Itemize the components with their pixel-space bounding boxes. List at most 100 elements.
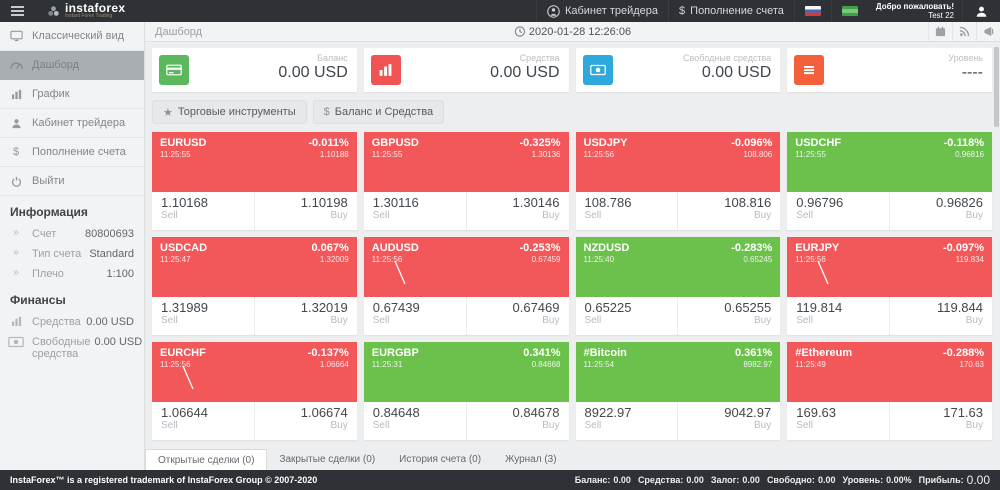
sell-button[interactable]: 0.65225 Sell (576, 297, 679, 335)
sidebar-finance-header: Финансы (10, 293, 66, 307)
tile-usdcad[interactable]: USDCAD 11:25:47 0.067% 1.32009 1.31989 S… (152, 237, 357, 335)
sell-button[interactable]: 169.63 Sell (787, 402, 891, 440)
rss-button[interactable] (952, 22, 976, 41)
sidebar-item-logout[interactable]: Выйти (0, 167, 144, 196)
sell-button[interactable]: 0.96796 Sell (787, 192, 891, 230)
tile-eurchf[interactable]: EURCHF 11:25:56 -0.137% 1.06664 1.06644 … (152, 342, 357, 440)
tile-change: -0.097% (943, 242, 984, 254)
sidebar-item-chart[interactable]: График (0, 80, 144, 109)
tile-time: 11:25:56 (583, 150, 615, 159)
brand-logo[interactable]: instaforex Instant Forex Trading (47, 2, 125, 19)
tab-account-history[interactable]: История счета (0) (387, 449, 493, 470)
tile-bitcoin[interactable]: #Bitcoin 11:25:54 0.361% 8982.97 8922.97… (575, 342, 781, 440)
tile-time: 11:25:55 (795, 150, 826, 159)
buy-button[interactable]: 0.65255 Buy (678, 297, 780, 335)
sell-button[interactable]: 119.814 Sell (787, 297, 891, 335)
sell-button[interactable]: 8922.97 Sell (576, 402, 679, 440)
tile-gbpusd[interactable]: GBPUSD 11:25:55 -0.325% 1.30136 1.30116 … (363, 132, 569, 230)
instaforex-logo-icon (47, 5, 60, 18)
footer-stat-value: 0.00 (742, 475, 760, 485)
tile-eurusd[interactable]: EURUSD 11:25:55 -0.011% 1.10188 1.10168 … (152, 132, 357, 230)
balance-funds-button[interactable]: $ Баланс и Средства (312, 100, 445, 124)
green-flag-icon (841, 6, 858, 16)
menu-toggle-button[interactable] (0, 0, 35, 22)
sidebar-item-trader-cabinet[interactable]: Кабинет трейдера (0, 109, 144, 138)
desktop-icon (9, 30, 23, 42)
scrollbar-thumb[interactable] (994, 47, 999, 127)
footer-stat-value: 0.00 (817, 475, 836, 485)
buy-button[interactable]: 0.67469 Buy (467, 297, 569, 335)
buy-button[interactable]: 1.06674 Buy (255, 402, 357, 440)
tile-price: 108.806 (743, 150, 773, 159)
deposit-button[interactable]: $ Пополнение счета (668, 0, 794, 22)
sell-label: Sell (584, 420, 602, 431)
buy-button[interactable]: 1.10198 Buy (255, 192, 357, 230)
tile-audusd[interactable]: AUDUSD 11:25:56 -0.253% 0.67459 0.67439 … (363, 237, 569, 335)
sell-button[interactable]: 1.30116 Sell (364, 192, 467, 230)
card-label: Баланс (317, 53, 348, 63)
sell-label: Sell (372, 420, 390, 431)
footer-stat: Баланс: 0.00 (575, 475, 631, 485)
sell-button[interactable]: 108.786 Sell (576, 192, 679, 230)
tile-eurjpy[interactable]: EURJPY 11:25:56 -0.097% 119.834 119.814 … (787, 237, 992, 335)
tile-nzdusd[interactable]: NZDUSD 11:25:40 -0.283% 0.65245 0.65225 … (575, 237, 781, 335)
sell-price: 8922.97 (584, 405, 632, 420)
user-avatar-icon[interactable] (962, 0, 1000, 22)
language-flag-russia[interactable] (793, 0, 831, 22)
calendar-button[interactable] (928, 22, 952, 41)
announcement-button[interactable] (976, 22, 1000, 41)
trading-instruments-button[interactable]: ★ Торговые инструменты (152, 100, 307, 124)
sidebar-item-classic-view[interactable]: Классический вид (0, 22, 144, 51)
tile-time: 11:25:40 (583, 255, 615, 264)
topbar: instaforex Instant Forex Trading Кабинет… (0, 0, 1000, 22)
tab-open-trades[interactable]: Открытые сделки (0) (145, 449, 268, 470)
sidebar-item-deposit[interactable]: $ Пополнение счета (0, 138, 144, 167)
buy-button[interactable]: 0.84678 Buy (467, 402, 569, 440)
tile-eurgbp[interactable]: EURGBP 11:25:31 0.341% 0.84668 0.84648 S… (363, 342, 569, 440)
buy-button[interactable]: 171.63 Buy (890, 402, 992, 440)
sidebar-item-dashboard[interactable]: Дашборд (0, 51, 144, 80)
user-circle-icon (547, 4, 560, 18)
info-row: Средства 0.00 USD (0, 312, 144, 332)
sidebar-item-label: Выйти (32, 175, 65, 187)
green-flag-button[interactable] (830, 0, 868, 22)
toolbar: ★ Торговые инструменты $ Баланс и Средст… (152, 100, 992, 124)
sidebar-info-header: Информация (10, 205, 88, 219)
buy-button[interactable]: 0.96826 Buy (890, 192, 992, 230)
tile-usdjpy[interactable]: USDJPY 11:25:56 -0.096% 108.806 108.786 … (575, 132, 781, 230)
card-value: ---- (961, 64, 983, 81)
welcome-username: Test 22 (928, 11, 954, 20)
buy-button[interactable]: 108.816 Buy (678, 192, 780, 230)
sell-button[interactable]: 0.84648 Sell (364, 402, 467, 440)
tab-closed-trades[interactable]: Закрытые сделки (0) (267, 449, 387, 470)
trader-cabinet-button[interactable]: Кабинет трейдера (535, 0, 668, 22)
sell-button[interactable]: 0.67439 Sell (364, 297, 467, 335)
dollar-icon: $ (679, 4, 686, 17)
buy-button[interactable]: 119.844 Buy (890, 297, 992, 335)
buy-price: 1.32019 (300, 300, 348, 315)
sell-label: Sell (372, 315, 390, 326)
star-icon: ★ (163, 106, 173, 119)
buy-label: Buy (965, 210, 983, 221)
buy-button[interactable]: 9042.97 Buy (678, 402, 780, 440)
sell-label: Sell (372, 210, 390, 221)
tab-label: Закрытые сделки (0) (279, 454, 376, 465)
sidebar-item-label: Кабинет трейдера (32, 117, 126, 129)
sell-button[interactable]: 1.10168 Sell (152, 192, 255, 230)
tile-symbol: EURGBP (371, 347, 419, 359)
copyright-text: InstaForex™ is a registered trademark of… (10, 475, 318, 485)
tile-ethereum[interactable]: #Ethereum 11:25:49 -0.288% 170.63 169.63… (787, 342, 992, 440)
sell-button[interactable]: 1.31989 Sell (152, 297, 255, 335)
dollar-icon: $ (323, 106, 330, 118)
tile-usdchf[interactable]: USDCHF 11:25:55 -0.118% 0.96816 0.96796 … (787, 132, 992, 230)
buy-button[interactable]: 1.32019 Buy (255, 297, 357, 335)
buy-button[interactable]: 1.30146 Buy (467, 192, 569, 230)
tab-journal[interactable]: Журнал (3) (493, 449, 569, 470)
tile-time: 11:25:47 (160, 255, 191, 264)
sell-price: 0.84648 (372, 405, 420, 420)
tab-label: История счета (0) (399, 454, 482, 465)
card-label: Средства (519, 53, 560, 63)
sell-button[interactable]: 1.06644 Sell (152, 402, 255, 440)
buy-price: 119.844 (936, 300, 983, 315)
buy-label: Buy (754, 420, 772, 431)
